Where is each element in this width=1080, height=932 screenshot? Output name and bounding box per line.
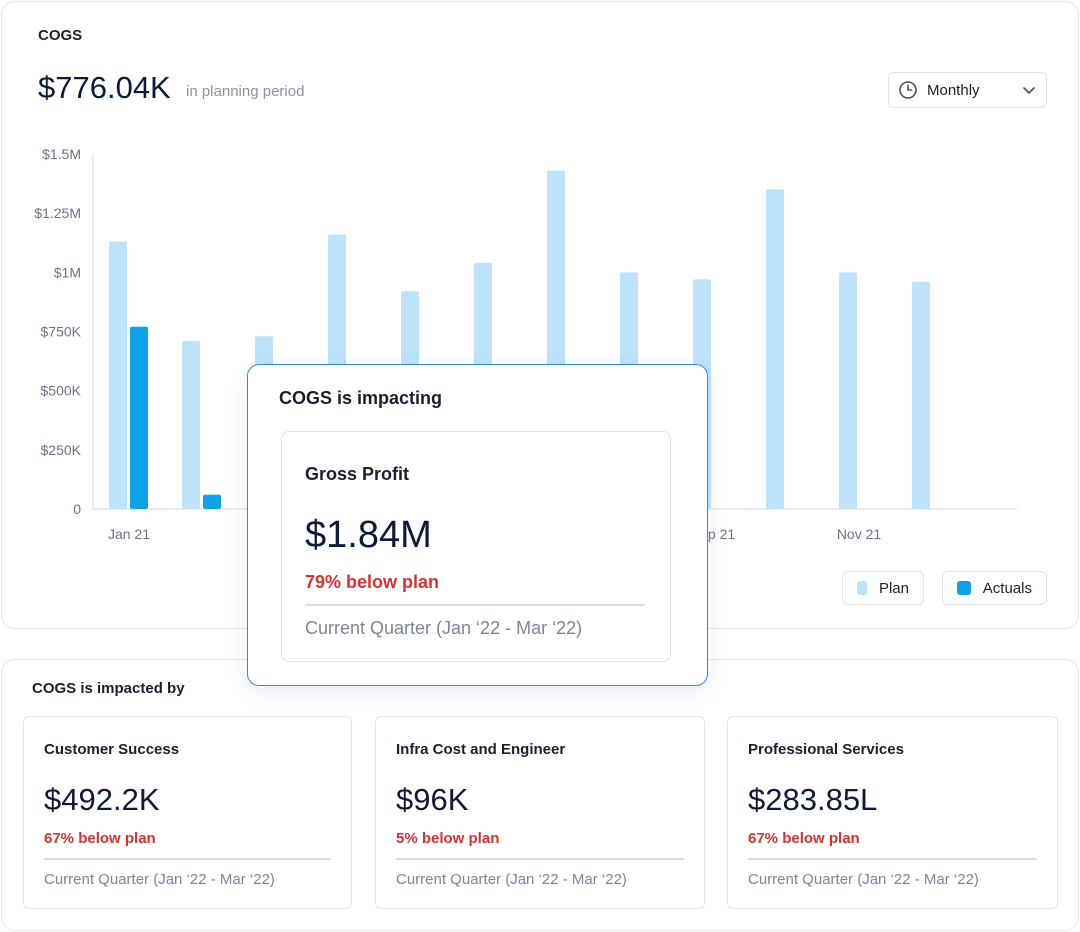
impact-card-value: $492.2K	[44, 782, 160, 817]
impact-card-name: Professional Services	[748, 741, 904, 758]
impact-card-period: Current Quarter (Jan ‘22 - Mar ‘22)	[748, 871, 979, 888]
impact-card-period: Current Quarter (Jan ‘22 - Mar ‘22)	[396, 871, 627, 888]
impact-card-value: $283.85L	[748, 782, 878, 817]
popover-metric-name: Gross Profit	[305, 464, 410, 484]
x-tick-label: Nov 21	[837, 526, 882, 542]
divider	[396, 858, 684, 860]
plan-bar	[766, 189, 784, 509]
impact-card-name: Infra Cost and Engineer	[396, 741, 566, 758]
plan-bar	[109, 241, 127, 510]
divider	[748, 858, 1037, 860]
period-select-value: Monthly	[927, 81, 980, 99]
impact-popover: COGS is impacting Gross Profit $1.84M 79…	[247, 364, 708, 686]
impact-card-delta: 5% below plan	[396, 830, 500, 847]
popover-title: COGS is impacting	[279, 388, 443, 408]
popover-metric-period: Current Quarter (Jan ‘22 - Mar ‘22)	[305, 618, 583, 638]
y-tick-label: $250K	[41, 442, 82, 458]
legend-plan-toggle[interactable]: Plan	[842, 571, 924, 605]
actuals-bar	[203, 494, 221, 509]
y-tick-label: $500K	[41, 383, 82, 399]
y-tick-label: $1.25M	[34, 205, 81, 221]
legend-actuals-label: Actuals	[982, 579, 1032, 597]
legend-plan-label: Plan	[878, 579, 909, 597]
impact-card-period: Current Quarter (Jan ‘22 - Mar ‘22)	[44, 871, 275, 888]
plan-bar	[839, 272, 857, 509]
impacted-by-title: COGS is impacted by	[32, 680, 185, 697]
chevron-down-icon	[1023, 87, 1035, 94]
y-tick-label: $750K	[41, 324, 82, 340]
legend-actuals-toggle[interactable]: Actuals	[942, 571, 1047, 605]
popover-metric-delta: 79% below plan	[305, 572, 440, 592]
plan-swatch	[857, 581, 867, 595]
popover-metric-card[interactable]: Gross Profit $1.84M 79% below plan Curre…	[281, 431, 671, 662]
plan-bar	[912, 281, 930, 509]
divider	[305, 604, 645, 606]
divider	[44, 858, 331, 860]
total-value: $776.04K	[38, 70, 171, 105]
impact-card-delta: 67% below plan	[748, 830, 860, 847]
plan-bar	[182, 340, 200, 509]
impact-card-customer-success[interactable]: Customer Success $492.2K 67% below plan …	[23, 716, 352, 909]
impact-card-infra-cost[interactable]: Infra Cost and Engineer $96K 5% below pl…	[375, 716, 705, 909]
y-tick-label: $1M	[54, 264, 81, 280]
y-tick-label: 0	[73, 501, 81, 517]
impact-card-value: $96K	[396, 782, 469, 817]
period-select[interactable]: Monthly	[888, 72, 1047, 108]
popover-metric-value: $1.84M	[305, 514, 432, 556]
clock-icon	[899, 81, 917, 99]
x-tick-label: Jan 21	[108, 526, 150, 542]
card-title: COGS	[38, 27, 83, 44]
impact-card-name: Customer Success	[44, 741, 180, 758]
actuals-bar	[130, 326, 148, 509]
actuals-swatch	[957, 581, 971, 595]
y-tick-label: $1.5M	[42, 146, 81, 162]
total-note: in planning period	[186, 83, 305, 100]
impact-card-delta: 67% below plan	[44, 830, 156, 847]
impact-card-professional-services[interactable]: Professional Services $283.85L 67% below…	[727, 716, 1058, 909]
